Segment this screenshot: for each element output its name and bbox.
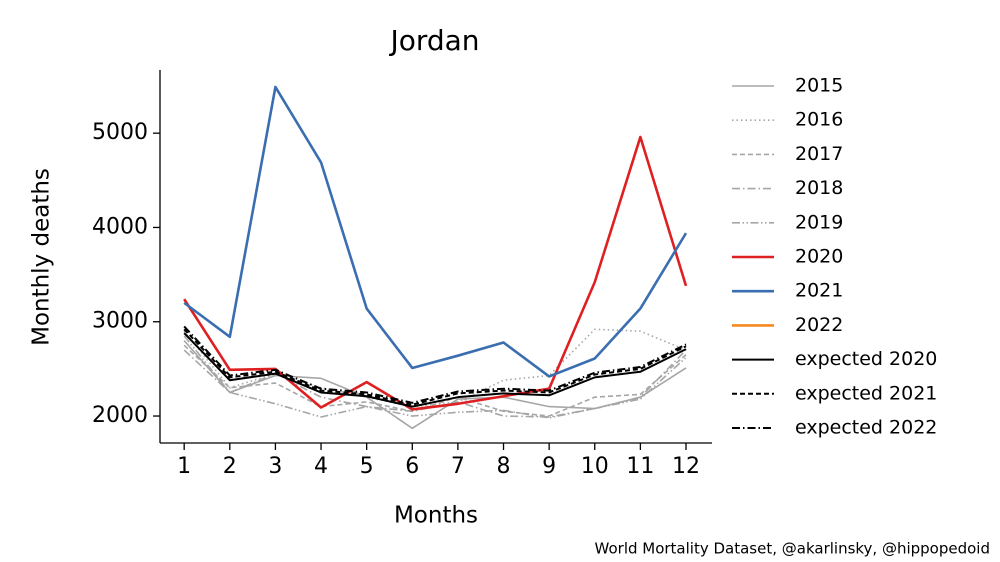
x-tick-label: 7 — [451, 454, 465, 479]
x-tick-label: 11 — [626, 454, 654, 479]
y-tick-label: 5000 — [92, 120, 148, 145]
legend-label: 2022 — [795, 314, 843, 336]
x-axis-label: Months — [394, 503, 478, 529]
y-axis-label: Monthly deaths — [29, 168, 55, 346]
legend-label: 2019 — [795, 211, 843, 233]
legend-label: 2018 — [795, 177, 843, 199]
x-tick-label: 6 — [405, 454, 419, 479]
legend-label: 2021 — [795, 280, 843, 302]
x-tick-label: 10 — [581, 454, 609, 479]
x-tick-label: 12 — [672, 454, 700, 479]
legend-label: 2015 — [795, 75, 843, 97]
series-line — [183, 325, 687, 404]
legend-label: expected 2020 — [795, 348, 937, 370]
legend-label: 2017 — [795, 143, 843, 165]
series-line — [183, 349, 687, 418]
x-tick-label: 1 — [177, 454, 191, 479]
series-line — [183, 328, 687, 406]
legend-label: 2020 — [795, 246, 843, 268]
series-line — [183, 85, 688, 378]
series-line — [183, 135, 688, 411]
x-tick-label: 8 — [497, 454, 511, 479]
legend-label: expected 2021 — [795, 382, 937, 404]
series-line — [183, 344, 687, 417]
x-tick-label: 5 — [360, 454, 374, 479]
x-tick-label: 2 — [223, 454, 237, 479]
source-note: World Mortality Dataset, @akarlinsky, @h… — [595, 540, 990, 558]
series-line — [183, 335, 687, 419]
legend-label: 2016 — [795, 109, 843, 131]
y-tick-label: 4000 — [92, 214, 148, 239]
series-line — [183, 332, 687, 408]
chart-title: Jordan — [388, 24, 479, 57]
x-tick-label: 9 — [542, 454, 556, 479]
y-tick-label: 2000 — [92, 403, 148, 428]
y-tick-label: 3000 — [92, 309, 148, 334]
x-tick-label: 4 — [314, 454, 328, 479]
legend-label: expected 2022 — [795, 417, 937, 439]
x-tick-label: 3 — [268, 454, 282, 479]
